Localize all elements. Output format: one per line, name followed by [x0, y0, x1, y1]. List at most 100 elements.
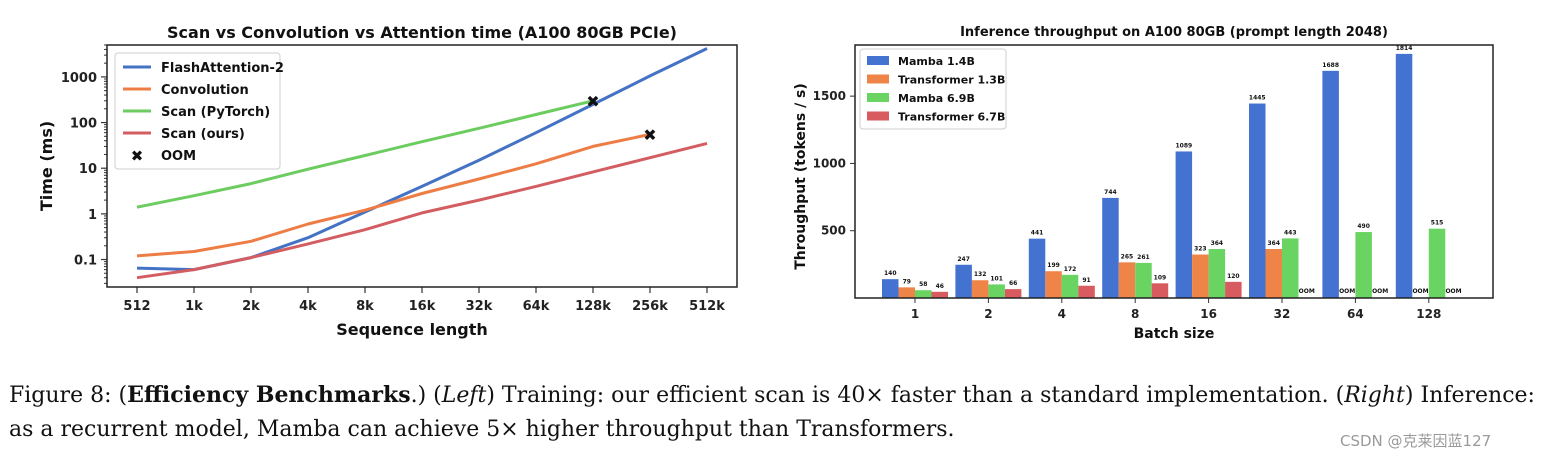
y-tick-label: 1000: [813, 156, 846, 170]
bar: [931, 291, 948, 298]
series-line-scan-ours-: [136, 141, 708, 280]
caption-bold: Efficiency Benchmarks: [127, 382, 411, 408]
bar: [1265, 249, 1282, 298]
x-tick-label: 2k: [242, 299, 260, 314]
legend-swatch: [867, 93, 889, 102]
x-tick-label: 512: [123, 299, 150, 314]
x-tick-label: 32k: [466, 299, 493, 314]
y-tick-label: 10: [79, 162, 97, 177]
bar-value-label: 199: [1047, 262, 1060, 269]
bar: [971, 280, 989, 298]
legend-label: Transformer 6.7B: [898, 111, 1005, 124]
legend-label: FlashAttention-2: [161, 61, 284, 76]
x-tick-label: 64: [1347, 307, 1364, 321]
bar-value-label: 247: [957, 256, 970, 263]
x-tick-label: 16: [1200, 307, 1217, 321]
left-line-chart: Scan vs Convolution vs Attention time (A…: [37, 23, 738, 339]
left-plot-frame: [106, 44, 738, 288]
oom-label: OOM: [1445, 288, 1461, 295]
figure-caption: Figure 8: (Efficiency Benchmarks.) (Left…: [9, 382, 1535, 442]
y-tick-label: 100: [70, 117, 97, 132]
legend-box: [859, 48, 1007, 130]
bar-value-label: 172: [1064, 266, 1077, 273]
oom-label: OOM: [1299, 288, 1315, 295]
bar: [1061, 274, 1079, 298]
bar: [1428, 228, 1446, 298]
bar: [1004, 289, 1022, 298]
x-tick-label: 8k: [356, 299, 374, 314]
bar-value-label: 490: [1357, 223, 1370, 230]
x-axis-label: Sequence length: [336, 320, 488, 339]
x-tick-label: 32: [1274, 307, 1291, 321]
bar: [1078, 285, 1095, 298]
bar: [898, 287, 915, 298]
x-tick-label: 512k: [689, 299, 725, 314]
bar-value-label: 91: [1082, 277, 1090, 284]
caption-right-label: Right: [1344, 383, 1405, 408]
legend-label: Mamba 6.9B: [898, 92, 975, 105]
x-tick-label: 1k: [185, 299, 203, 314]
bar-value-label: 1688: [1322, 62, 1339, 69]
legend-swatch: [867, 111, 889, 121]
bar-value-label: 109: [1154, 274, 1167, 281]
oom-label: OOM: [1339, 288, 1355, 295]
bar: [1118, 262, 1136, 298]
bar-value-label: 364: [1211, 240, 1224, 247]
bar-value-label: 441: [1031, 230, 1044, 237]
bar-value-label: 1445: [1249, 95, 1266, 102]
legend-swatch: [867, 74, 889, 84]
x-axis-label: Batch size: [1134, 326, 1215, 342]
legend-label: Scan (PyTorch): [161, 105, 270, 120]
watermark: CSDN @克莱因蓝127: [1340, 432, 1492, 450]
bar-value-label: 323: [1194, 246, 1207, 253]
y-tick-label: 500: [821, 224, 846, 238]
x-tick-label: 1: [911, 307, 919, 321]
bar-value-label: 265: [1121, 253, 1134, 260]
y-tick-label: 0.1: [74, 254, 97, 269]
bar: [1175, 151, 1193, 298]
bar-value-label: 46: [936, 283, 944, 290]
legend-label: Mamba 1.4B: [898, 55, 975, 68]
bar: [988, 284, 1005, 298]
bar: [915, 290, 932, 298]
legend-oom-marker: ✖: [131, 147, 144, 165]
bar-value-label: 79: [903, 278, 911, 285]
x-tick-label: 256k: [632, 299, 668, 314]
bar-value-label: 1089: [1175, 142, 1192, 149]
caption-left-label: Left: [441, 383, 487, 408]
x-tick-label: 64k: [523, 299, 550, 314]
oom-marker: ✖: [643, 125, 656, 144]
x-tick-label: 128: [1416, 307, 1441, 321]
bar: [1192, 254, 1209, 298]
bar-value-label: 66: [1009, 280, 1017, 287]
bar: [955, 264, 972, 298]
x-tick-label: 16k: [409, 299, 436, 314]
y-axis-label: Throughput (tokens / s): [793, 83, 809, 270]
bar-value-label: 140: [884, 270, 897, 277]
oom-marker: ✖: [586, 92, 599, 111]
bar: [1225, 281, 1242, 298]
bar: [1395, 53, 1413, 299]
bar: [1208, 249, 1226, 298]
y-tick-label: 1500: [813, 89, 846, 103]
figure-canvas: Scan vs Convolution vs Attention time (A…: [37, 23, 1494, 342]
series-line-scan-pytorch-: [136, 99, 594, 209]
bar-value-label: 515: [1431, 220, 1444, 227]
bar-value-label: 744: [1104, 189, 1117, 196]
bar-value-label: 132: [974, 271, 987, 278]
bar: [1135, 262, 1152, 298]
bar: [1322, 70, 1339, 299]
legend-label: Transformer 1.3B: [898, 74, 1005, 87]
oom-label: OOM: [1412, 288, 1428, 295]
y-tick-label: 1: [88, 208, 97, 223]
legend-box: [114, 52, 281, 170]
x-tick-label: 8: [1131, 307, 1139, 321]
bar-value-label: 443: [1284, 229, 1297, 236]
bar-value-label: 101: [990, 275, 1003, 282]
bar: [1151, 283, 1169, 298]
bar: [1249, 103, 1266, 299]
right-bar-chart: Inference throughput on A100 80GB (promp…: [793, 25, 1494, 342]
bar-value-label: 364: [1267, 240, 1280, 247]
bar: [882, 279, 899, 298]
bar-value-label: 1814: [1396, 45, 1413, 52]
